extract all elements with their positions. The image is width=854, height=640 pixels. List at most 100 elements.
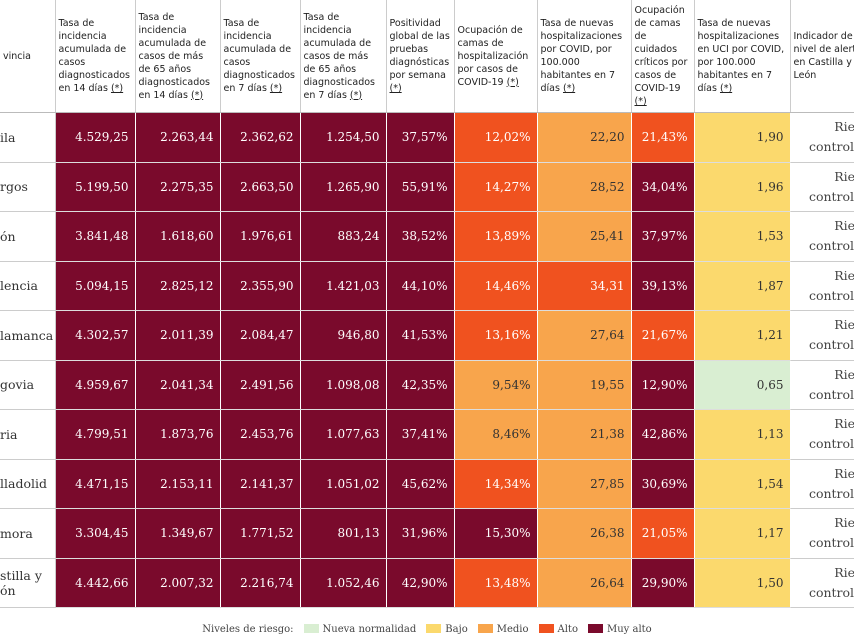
indicator-cell: 2.216,74 bbox=[220, 558, 301, 608]
indicator-cell: 21,43% bbox=[631, 112, 695, 163]
indicator-cell: 42,86% bbox=[631, 409, 695, 460]
indicator-cell: 4.302,57 bbox=[55, 310, 136, 361]
indicator-cell: 883,24 bbox=[300, 211, 387, 262]
indicator-cell: 1,17 bbox=[694, 508, 791, 559]
legend: Niveles de riesgo: Nueva normalidad Bajo Me… bbox=[0, 624, 854, 635]
indicator-cell: 4.959,67 bbox=[55, 360, 136, 410]
indicator-cell: 28,52 bbox=[537, 162, 632, 212]
indicator-cell: 13,89% bbox=[454, 211, 538, 262]
table-row: ria 4.799,51 1.873,76 2.453,76 1.077,63 37,41… bbox=[0, 409, 854, 460]
legend-swatch bbox=[477, 624, 493, 633]
table-row: ón 3.841,48 1.618,60 1.976,61 883,24 38,52% 13… bbox=[0, 211, 854, 262]
alert-text: Riesg bbox=[834, 218, 854, 234]
indicator-cell: 1,87 bbox=[694, 261, 791, 311]
indicator-cell: 9,54% bbox=[454, 360, 538, 410]
indicator-cell: 14,34% bbox=[454, 459, 538, 509]
column-header: Tasa de incidencia acumulada de casos di… bbox=[220, 0, 301, 113]
legend-swatch bbox=[538, 624, 554, 633]
indicator-cell: 39,13% bbox=[631, 261, 695, 311]
alert-text: controlad bbox=[808, 287, 854, 303]
province-name: ila bbox=[0, 112, 56, 163]
legend-swatch bbox=[303, 624, 319, 633]
indicator-cell: 15,30% bbox=[454, 508, 538, 559]
alert-level: Riesg controlad bbox=[789, 558, 854, 608]
header-text: Tasa de incidencia acumulada de casos de… bbox=[138, 11, 211, 101]
indicator-cell: 2.263,44 bbox=[135, 112, 221, 163]
indicator-cell: 1,54 bbox=[694, 459, 791, 509]
indicator-cell: 55,91% bbox=[386, 162, 455, 212]
footnote-link[interactable]: (*) bbox=[190, 89, 204, 101]
footnote-link[interactable]: (*) bbox=[269, 83, 283, 94]
indicator-cell: 4.799,51 bbox=[55, 409, 136, 460]
province-name: rgos bbox=[0, 162, 56, 212]
indicator-cell: 2.011,39 bbox=[135, 310, 221, 361]
province-name: mora bbox=[0, 508, 56, 559]
footnote-link[interactable]: (*) bbox=[634, 96, 647, 107]
province-name: lamanca bbox=[0, 310, 56, 361]
column-header: Positividad global de las pruebas diagnó… bbox=[386, 0, 455, 113]
column-header: Ocupación de camas de hospitalización po… bbox=[454, 0, 538, 113]
table-row: lencia 5.094,15 2.825,12 2.355,90 1.421,03 44… bbox=[0, 261, 854, 311]
indicator-cell: 37,97% bbox=[631, 211, 695, 262]
indicator-cell: 1.077,63 bbox=[300, 409, 387, 460]
province-name: stilla y ón bbox=[0, 558, 56, 608]
footnote-link[interactable]: (*) bbox=[389, 83, 402, 94]
indicator-cell: 25,41 bbox=[537, 211, 632, 262]
alert-level: Riesg controlad bbox=[789, 360, 854, 410]
indicator-cell: 21,67% bbox=[631, 310, 695, 361]
alert-text: Riesg bbox=[834, 317, 854, 333]
header-row: vincia Tasa de incidencia acumulada de ca… bbox=[0, 0, 854, 113]
alert-level: Riesg controlad bbox=[789, 459, 854, 509]
table-row: rgos 5.199,50 2.275,35 2.663,50 1.265,90 55,9… bbox=[0, 162, 854, 212]
indicator-cell: 26,38 bbox=[537, 508, 632, 559]
indicator-cell: 1.052,46 bbox=[300, 558, 387, 608]
indicator-cell: 2.362,62 bbox=[220, 112, 301, 163]
indicator-cell: 34,31 bbox=[537, 261, 632, 311]
indicator-cell: 2.453,76 bbox=[220, 409, 301, 460]
indicator-cell: 2.141,37 bbox=[220, 459, 301, 509]
alert-level: Riesg controlad bbox=[789, 409, 854, 460]
indicator-cell: 2.007,32 bbox=[135, 558, 221, 608]
footnote-link[interactable]: (*) bbox=[110, 83, 124, 94]
table-row: lamanca 4.302,57 2.011,39 2.084,47 946,80 41,… bbox=[0, 310, 854, 361]
alert-text: controlad bbox=[808, 139, 854, 155]
table-row: lladolid 4.471,15 2.153,11 2.141,37 1.051,02… bbox=[0, 459, 854, 509]
indicator-cell: 26,64 bbox=[537, 558, 632, 608]
header-text: Ocupación de camas de cuidados críticos … bbox=[634, 5, 688, 94]
alert-level: Riesg controlad bbox=[789, 261, 854, 311]
indicator-cell: 12,90% bbox=[631, 360, 695, 410]
indicator-cell: 21,05% bbox=[631, 508, 695, 559]
indicator-cell: 1.976,61 bbox=[220, 211, 301, 262]
indicator-cell: 42,90% bbox=[386, 558, 455, 608]
indicator-cell: 21,38 bbox=[537, 409, 632, 460]
alert-level: Riesg controlad bbox=[789, 508, 854, 559]
alert-text: Riesg bbox=[834, 267, 854, 283]
footnote-link[interactable]: (*) bbox=[349, 89, 363, 101]
indicator-cell: 14,27% bbox=[454, 162, 538, 212]
alert-level: Riesg controlad bbox=[789, 162, 854, 212]
indicator-cell: 1,53 bbox=[694, 211, 791, 262]
indicator-cell: 34,04% bbox=[631, 162, 695, 212]
footnote-link[interactable]: (*) bbox=[562, 83, 576, 94]
indicator-cell: 2.355,90 bbox=[220, 261, 301, 311]
header-text: Positividad global de las pruebas diagnó… bbox=[389, 18, 450, 81]
province-name: lladolid bbox=[0, 459, 56, 509]
indicator-cell: 1.618,60 bbox=[135, 211, 221, 262]
table-row: ila 4.529,25 2.263,44 2.362,62 1.254,50 37,57… bbox=[0, 112, 854, 163]
footnote-link[interactable]: (*) bbox=[719, 83, 733, 94]
indicator-cell: 801,13 bbox=[300, 508, 387, 559]
indicator-cell: 19,55 bbox=[537, 360, 632, 410]
indicator-cell: 30,69% bbox=[631, 459, 695, 509]
indicator-cell: 4.471,15 bbox=[55, 459, 136, 509]
footnote-link[interactable]: (*) bbox=[506, 76, 519, 88]
indicator-cell: 1,21 bbox=[694, 310, 791, 361]
indicator-cell: 44,10% bbox=[386, 261, 455, 311]
indicator-cell: 27,64 bbox=[537, 310, 632, 361]
alert-text: controlad bbox=[808, 238, 854, 254]
indicator-cell: 1.265,90 bbox=[300, 162, 387, 212]
indicator-cell: 37,57% bbox=[386, 112, 455, 163]
indicator-cell: 4.529,25 bbox=[55, 112, 136, 163]
indicator-cell: 22,20 bbox=[537, 112, 632, 163]
table-row: stilla y ón 4.442,66 2.007,32 2.216,74 1.052… bbox=[0, 558, 854, 608]
